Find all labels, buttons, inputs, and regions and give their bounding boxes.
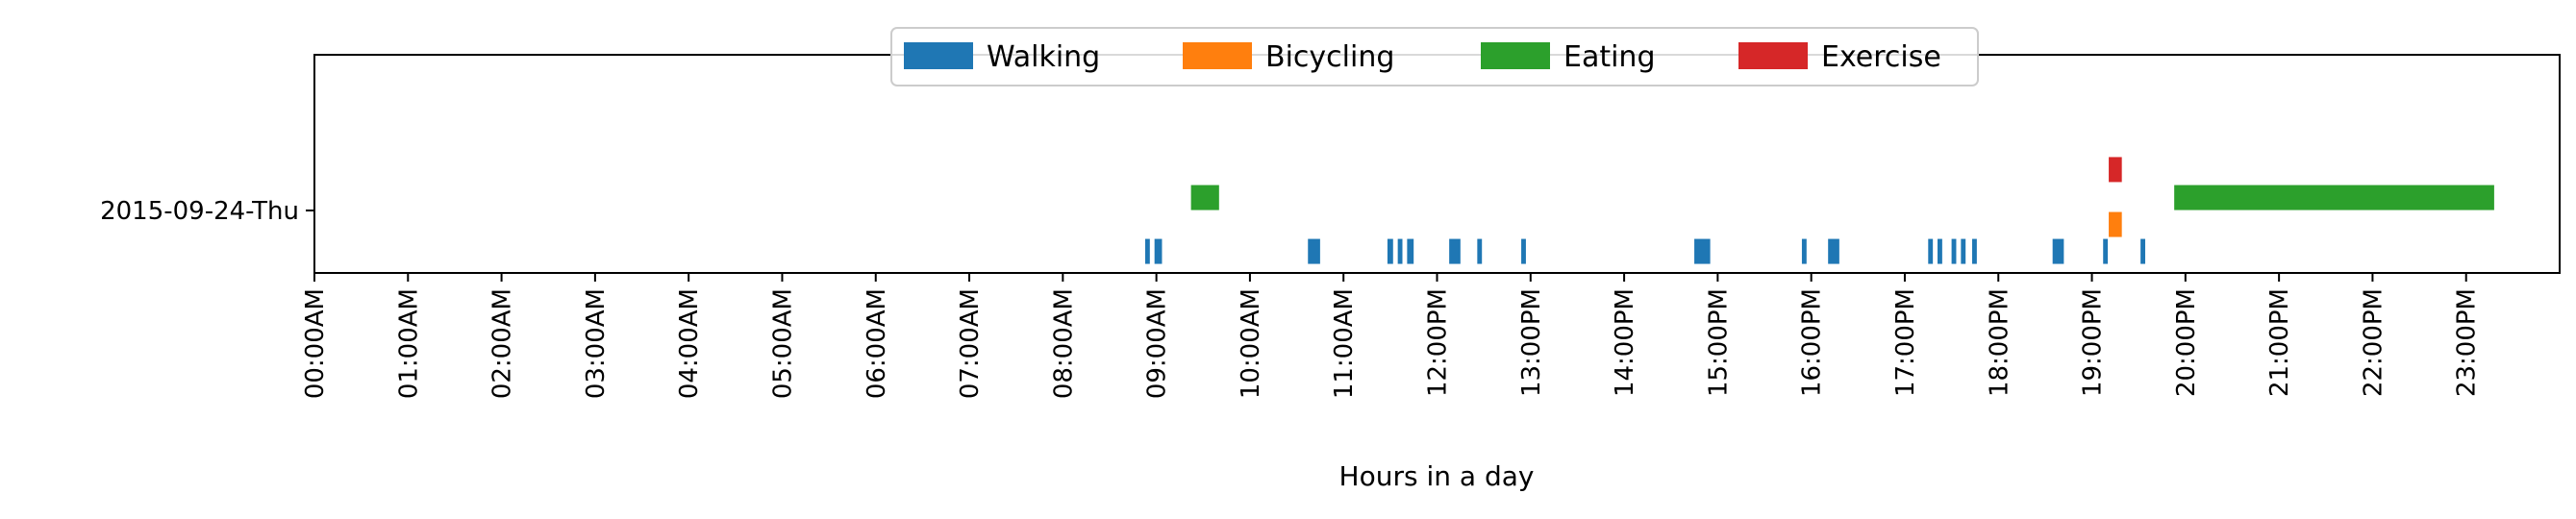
bar-walking-2 bbox=[1308, 238, 1320, 264]
bar-walking-11 bbox=[1828, 238, 1839, 264]
x-axis-label: Hours in a day bbox=[1339, 460, 1535, 492]
x-tick-label: 17:00PM bbox=[1891, 288, 1920, 397]
x-tick-label: 05:00AM bbox=[768, 288, 797, 399]
legend-swatch bbox=[1481, 42, 1550, 69]
y-axis: 2015-09-24-Thu bbox=[100, 197, 314, 226]
legend-item-eating: Eating bbox=[1481, 40, 1656, 74]
bar-walking-13 bbox=[1938, 238, 1942, 264]
activity-bars bbox=[1144, 157, 2494, 264]
plot-area-background bbox=[314, 55, 2560, 273]
bar-walking-15 bbox=[1961, 238, 1966, 264]
legend-item-bicycling: Bicycling bbox=[1183, 40, 1394, 74]
x-tick-label: 16:00PM bbox=[1798, 288, 1827, 397]
bar-walking-14 bbox=[1951, 238, 1957, 264]
legend-item-exercise: Exercise bbox=[1738, 40, 1941, 74]
x-tick-label: 03:00AM bbox=[582, 288, 611, 399]
x-tick-label: 04:00AM bbox=[675, 288, 704, 399]
bar-walking-6 bbox=[1449, 238, 1461, 264]
bar-walking-9 bbox=[1694, 238, 1711, 264]
x-tick-label: 19:00PM bbox=[2079, 288, 2108, 397]
x-tick-label: 20:00PM bbox=[2172, 288, 2201, 397]
bar-walking-10 bbox=[1801, 238, 1807, 264]
legend-swatch bbox=[1738, 42, 1808, 69]
bar-walking-12 bbox=[1928, 238, 1934, 264]
x-tick-label: 13:00PM bbox=[1517, 288, 1546, 397]
bar-walking-8 bbox=[1521, 238, 1526, 264]
bar-bicycling-0 bbox=[2109, 211, 2122, 237]
x-tick-label: 18:00PM bbox=[1985, 288, 2013, 397]
bar-walking-7 bbox=[1477, 238, 1483, 264]
x-tick-label: 22:00PM bbox=[2359, 288, 2388, 397]
legend-label: Walking bbox=[987, 40, 1100, 74]
bar-walking-5 bbox=[1407, 238, 1414, 264]
legend-box bbox=[890, 27, 1979, 86]
y-tick-label: 2015-09-24-Thu bbox=[100, 197, 299, 226]
bar-walking-16 bbox=[1972, 238, 1977, 264]
legend-item-walking: Walking bbox=[904, 40, 1100, 74]
x-tick-label: 21:00PM bbox=[2265, 288, 2294, 397]
bar-walking-0 bbox=[1144, 238, 1150, 264]
legend-label: Exercise bbox=[1821, 40, 1941, 74]
bar-exercise-0 bbox=[2109, 157, 2122, 183]
legend-label: Bicycling bbox=[1265, 40, 1394, 74]
bar-eating-1 bbox=[2174, 185, 2494, 210]
x-tick-label: 11:00AM bbox=[1330, 288, 1359, 399]
series-bicycling bbox=[2109, 211, 2122, 237]
x-tick-label: 00:00AM bbox=[301, 288, 330, 399]
x-tick-label: 08:00AM bbox=[1049, 288, 1078, 399]
legend: Walking Bicycling Eating Exercise bbox=[890, 27, 1979, 86]
series-exercise bbox=[2109, 157, 2122, 183]
bar-walking-4 bbox=[1397, 238, 1403, 264]
x-tick-label: 07:00AM bbox=[956, 288, 985, 399]
x-tick-label: 12:00PM bbox=[1424, 288, 1453, 397]
x-tick-label: 14:00PM bbox=[1611, 288, 1639, 397]
series-walking bbox=[1144, 238, 2145, 264]
x-tick-label: 01:00AM bbox=[394, 288, 423, 399]
x-tick-label: 09:00AM bbox=[1143, 288, 1172, 399]
bar-walking-3 bbox=[1387, 238, 1393, 264]
x-tick-label: 10:00AM bbox=[1237, 288, 1265, 399]
x-tick-label: 02:00AM bbox=[488, 288, 517, 399]
bar-walking-1 bbox=[1154, 238, 1163, 264]
legend-label: Eating bbox=[1563, 40, 1656, 74]
x-tick-label: 15:00PM bbox=[1704, 288, 1733, 397]
bar-walking-18 bbox=[2103, 238, 2109, 264]
bar-walking-19 bbox=[2140, 238, 2145, 264]
legend-swatch bbox=[1183, 42, 1252, 69]
x-tick-label: 06:00AM bbox=[863, 288, 891, 399]
legend-swatch bbox=[904, 42, 973, 69]
bar-eating-0 bbox=[1190, 185, 1219, 210]
bar-walking-17 bbox=[2052, 238, 2064, 264]
x-tick-label: 23:00PM bbox=[2453, 288, 2482, 397]
x-axis: 00:00AM 01:00AM 02:00AM 03:00AM 04:00AM 05:00… bbox=[301, 273, 2482, 399]
series-eating bbox=[1190, 185, 2494, 210]
